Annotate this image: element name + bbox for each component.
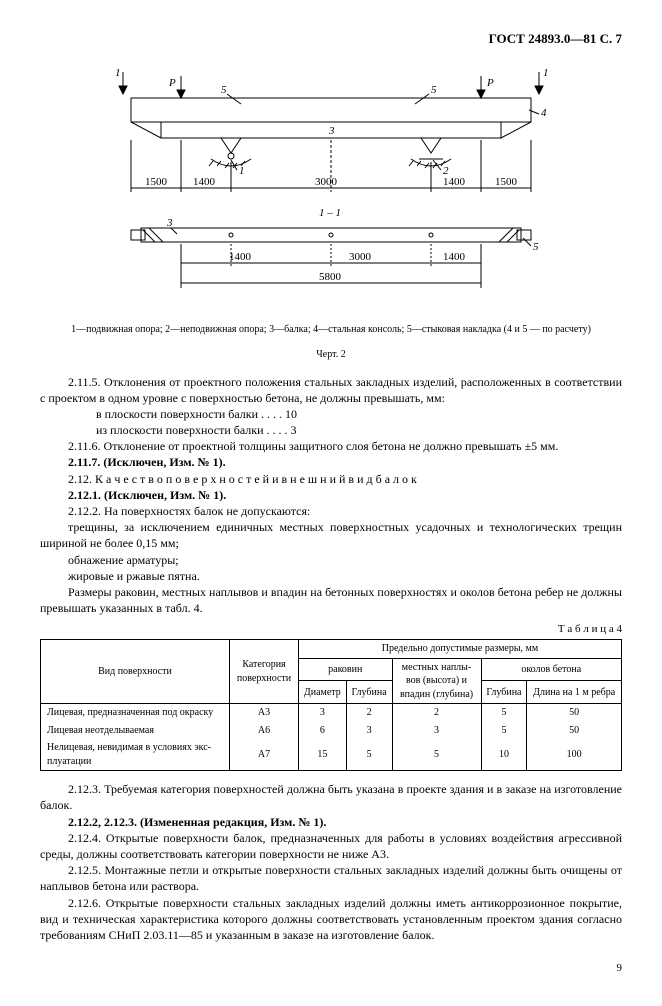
diagram-caption-2: Черт. 2 <box>40 348 622 362</box>
svg-text:1400: 1400 <box>193 176 216 188</box>
svg-text:3000: 3000 <box>349 251 372 263</box>
th-edge: околов бетона <box>481 658 621 681</box>
th-cavities: раковин <box>299 658 393 681</box>
tol-line-1: в плоскости поверхности балки . . . . 10 <box>96 406 622 422</box>
tol-line-2: из плоскости поверхности балки . . . . 3 <box>96 422 622 438</box>
svg-text:5: 5 <box>533 241 539 253</box>
svg-text:1400: 1400 <box>443 251 466 263</box>
para-2-12-2b: обнажение арматуры; <box>40 552 622 568</box>
document-header: ГОСТ 24893.0—81 С. 7 <box>40 30 622 48</box>
th-surface: Вид поверхности <box>41 640 230 704</box>
svg-text:1400: 1400 <box>229 251 252 263</box>
th-category: Категория поверхности <box>230 640 299 704</box>
th-depth: Глубина <box>346 681 392 704</box>
svg-text:P: P <box>168 77 176 89</box>
para-2-12-6: 2.12.6. Открытые поверхности стальных за… <box>40 895 622 944</box>
table-row: Лицевая, предназначенная под окраску А33… <box>41 704 622 722</box>
para-2-12-h: 2.12. К а ч е с т в о п о в е р х н о с … <box>40 471 622 487</box>
svg-text:1: 1 <box>239 165 245 177</box>
para-2-11-7: 2.11.7. (Исключен, Изм. № 1). <box>40 454 622 470</box>
svg-text:3: 3 <box>166 217 173 229</box>
table-row: Нелицевая, невидимая в условиях экс- плу… <box>41 739 622 771</box>
svg-text:3: 3 <box>328 125 335 137</box>
svg-text:5: 5 <box>431 84 437 96</box>
svg-text:1400: 1400 <box>443 176 466 188</box>
svg-text:1500: 1500 <box>145 176 168 188</box>
table-label: Т а б л и ц а 4 <box>40 622 622 637</box>
para-sizes: Размеры раковин, местных наплывов и впад… <box>40 584 622 616</box>
para-2-12-5: 2.12.5. Монтажные петли и открытые повер… <box>40 862 622 894</box>
svg-text:P: P <box>486 77 494 89</box>
svg-text:4: 4 <box>541 107 547 119</box>
para-2-12-2-3: 2.12.2, 2.12.3. (Измененная редакция, Из… <box>40 814 622 830</box>
svg-text:3000: 3000 <box>315 176 338 188</box>
para-2-12-4: 2.12.4. Открытые поверхности балок, пред… <box>40 830 622 862</box>
svg-text:1500: 1500 <box>495 176 518 188</box>
para-2-12-2: 2.12.2. На поверхностях балок не допуска… <box>40 503 622 519</box>
th-diameter: Диаметр <box>299 681 347 704</box>
th-edge-len: Длина на 1 м ребра <box>527 681 622 704</box>
svg-text:5800: 5800 <box>319 271 342 283</box>
para-2-12-1: 2.12.1. (Исключен, Изм. № 1). <box>40 487 622 503</box>
table-4: Вид поверхности Категория поверхности Пр… <box>40 639 622 771</box>
para-2-12-2a: трещины, за исключением единичных местны… <box>40 519 622 551</box>
para-2-12-3: 2.12.3. Требуемая категория поверхностей… <box>40 781 622 813</box>
th-local: местных наплы- вов (высота) и впадин (гл… <box>392 658 481 704</box>
para-2-12-2c: жировые и ржавые пятна. <box>40 568 622 584</box>
diagram-caption-1: 1—подвижная опора; 2—неподвижная опора; … <box>40 323 622 337</box>
th-edge-depth: Глубина <box>481 681 527 704</box>
para-2-11-6: 2.11.6. Отклонение от проектной толщины … <box>40 438 622 454</box>
svg-text:5: 5 <box>221 84 227 96</box>
table-row: Лицевая неотделываемая А6633550 <box>41 722 622 740</box>
svg-text:1 – 1: 1 – 1 <box>319 207 341 219</box>
page-number: 9 <box>40 961 622 976</box>
svg-text:1: 1 <box>115 67 121 79</box>
th-limits: Предельно допустимые размеры, мм <box>299 640 622 659</box>
svg-text:1: 1 <box>543 67 549 79</box>
para-2-11-5: 2.11.5. Отклонения от проектного положен… <box>40 374 622 406</box>
diagram-figure: P P 1 1 5 5 4 3 1 2 1500 1400 3000 1400 … <box>71 58 591 318</box>
